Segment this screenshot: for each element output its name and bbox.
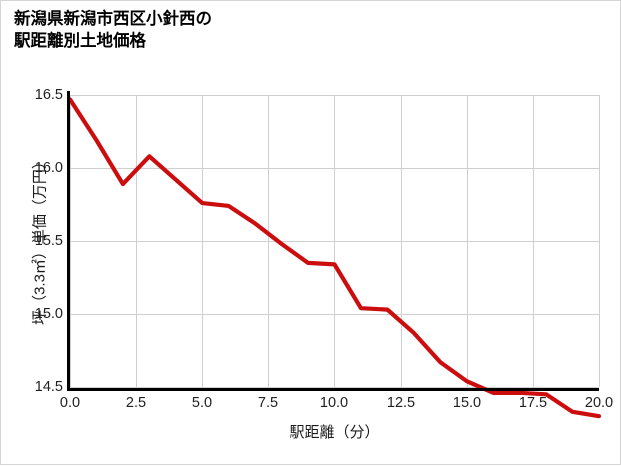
x-tick-label: 10.0 [319,395,349,411]
page-title: 新潟県新潟市西区小針西の 駅距離別土地価格 [14,10,212,50]
gridline-vertical [599,95,600,387]
gridline-vertical [533,95,534,387]
y-tick-label: 16.0 [34,160,63,176]
x-tick-label: 5.0 [191,395,213,411]
gridline-vertical [202,95,203,387]
gridline-vertical [70,95,71,387]
y-axis-tick-labels: 16.5 16.0 15.5 15.0 14.5 [9,1,63,466]
x-tick-label: 15.0 [452,395,482,411]
y-tick-label: 15.5 [34,233,63,249]
x-tick-label: 20.0 [584,395,614,411]
x-tick-label: 2.5 [125,395,147,411]
gridline-vertical [268,95,269,387]
y-tick-label: 14.5 [34,379,63,395]
x-axis-tick-labels: 0.0 2.5 5.0 7.5 10.0 12.5 15.0 17.5 20.0 [60,395,613,417]
plot-area [67,95,602,419]
y-tick-label: 16.5 [34,87,63,103]
x-tick-label: 7.5 [257,395,279,411]
y-axis-label: 坪（3.3㎡）単価（万円） [31,154,49,325]
x-axis-label: 駅距離（分） [289,424,380,441]
gridline-vertical [401,95,402,387]
axis-spine-bottom [67,388,599,391]
gridline-vertical [334,95,335,387]
x-tick-label: 0.0 [59,395,81,411]
gridline-vertical [136,95,137,387]
y-tick-label: 15.0 [34,306,63,322]
x-tick-label: 12.5 [386,395,416,411]
gridline-vertical [467,95,468,387]
axis-spine-left [67,91,70,391]
price-line-series [67,97,602,419]
gridline-horizontal [70,387,599,388]
x-tick-label: 17.5 [518,395,548,411]
